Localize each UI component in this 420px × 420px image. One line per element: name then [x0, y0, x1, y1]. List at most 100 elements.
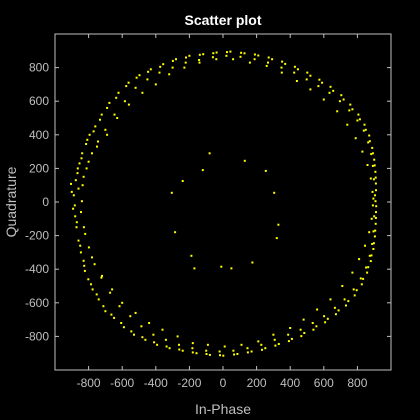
scatter-point	[371, 146, 374, 149]
scatter-point	[358, 118, 361, 121]
scatter-point	[181, 180, 184, 182]
scatter-point	[357, 113, 360, 116]
scatter-point	[123, 100, 126, 103]
scatter-point	[374, 200, 377, 203]
scatter-point	[287, 340, 290, 343]
scatter-point	[127, 81, 130, 84]
scatter-point	[74, 179, 77, 182]
scatter-point	[374, 222, 377, 225]
scatter-point	[148, 322, 151, 324]
scatter-point	[191, 347, 194, 350]
scatter-point	[184, 61, 187, 64]
scatter-point	[104, 128, 107, 131]
scatter-point	[127, 103, 130, 106]
scatter-point	[121, 301, 124, 304]
scatter-point	[205, 353, 208, 355]
scatter-point	[178, 343, 180, 346]
scatter-point	[274, 344, 277, 347]
scatter-point	[368, 134, 371, 137]
scatter-point	[191, 342, 194, 345]
y-tick-label: 400	[29, 128, 49, 142]
scatter-point	[239, 55, 242, 58]
scatter-point	[367, 266, 370, 269]
scatter-point	[161, 328, 164, 331]
scatter-point	[322, 98, 325, 101]
scatter-point	[88, 133, 91, 136]
scatter-point	[329, 85, 332, 88]
scatter-point	[345, 304, 347, 307]
scatter-point	[202, 53, 205, 56]
scatter-point	[168, 347, 171, 350]
scatter-point	[336, 110, 339, 113]
scatter-point	[240, 51, 243, 54]
x-tick-label: 200	[247, 376, 267, 390]
scatter-point	[363, 123, 366, 126]
scatter-point	[109, 291, 112, 294]
scatter-point	[373, 235, 376, 238]
scatter-point	[316, 308, 319, 311]
scatter-point	[125, 85, 128, 88]
scatter-point	[140, 325, 143, 328]
scatter-point	[165, 345, 168, 348]
scatter-point	[364, 244, 366, 247]
scatter-point	[91, 288, 94, 291]
scatter-point	[355, 289, 358, 292]
scatter-point	[362, 129, 365, 132]
scatter-point	[188, 54, 191, 57]
scatter-point	[85, 143, 88, 145]
scatter-point	[91, 152, 93, 155]
scatter-point	[293, 65, 296, 68]
scatter-point	[101, 274, 103, 277]
x-tick-label: 800	[347, 376, 367, 390]
scatter-point	[373, 158, 376, 161]
scatter-point	[87, 278, 90, 281]
scatter-point	[80, 157, 83, 160]
scatter-point	[273, 338, 276, 341]
scatter-point	[309, 88, 312, 91]
chart-title: Scatter plot	[184, 12, 261, 28]
scatter-point	[371, 164, 374, 167]
scatter-point	[138, 74, 141, 77]
scatter-point	[368, 231, 371, 234]
y-tick-label: 600	[29, 94, 49, 108]
scatter-point	[317, 85, 320, 88]
scatter-point	[374, 217, 377, 219]
scatter-point	[372, 248, 375, 250]
scatter-point	[76, 172, 79, 175]
scatter-point	[293, 71, 296, 74]
scatter-point	[106, 133, 109, 136]
scatter-point	[110, 313, 113, 316]
scatter-point	[97, 298, 100, 301]
scatter-point	[170, 191, 173, 194]
scatter-point	[299, 328, 302, 331]
scatter-point	[349, 103, 352, 106]
scatter-point	[113, 316, 116, 319]
scatter-point	[369, 260, 372, 263]
scatter-point	[181, 349, 184, 352]
scatter-point	[374, 170, 377, 173]
scatter-point	[323, 315, 326, 318]
scatter-point	[87, 246, 90, 249]
scatter-point	[370, 217, 373, 220]
scatter-point	[374, 229, 377, 232]
scatter-point	[353, 294, 356, 297]
scatter-point	[340, 94, 343, 97]
scatter-point	[218, 350, 221, 353]
scatter-point	[183, 66, 186, 69]
scatter-point	[246, 347, 249, 350]
scatter-point	[94, 125, 97, 128]
scatter-point	[281, 60, 284, 63]
scatter-point	[115, 96, 118, 99]
scatter-point	[305, 78, 308, 81]
scatter-point	[277, 223, 280, 226]
scatter-point	[243, 52, 246, 55]
scatter-point	[230, 267, 233, 270]
scatter-point	[257, 54, 260, 57]
scatter-point	[272, 333, 275, 336]
scatter-point	[275, 237, 278, 240]
scatter-point	[365, 266, 368, 269]
scatter-point	[178, 348, 181, 351]
scatter-point	[260, 343, 263, 346]
y-tick-label: -800	[25, 329, 49, 343]
scatter-point	[135, 76, 138, 79]
